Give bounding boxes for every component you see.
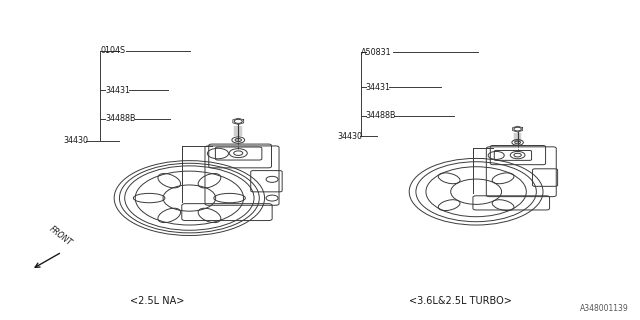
Text: <3.6L&2.5L TURBO>: <3.6L&2.5L TURBO> [409, 296, 511, 306]
Text: 34431: 34431 [105, 86, 131, 95]
Text: 0104S: 0104S [100, 46, 125, 55]
Text: FRONT: FRONT [47, 224, 74, 247]
Text: 34430: 34430 [63, 136, 88, 146]
Text: 34488B: 34488B [366, 111, 396, 120]
Text: A50831: A50831 [362, 48, 392, 57]
Text: 34488B: 34488B [105, 114, 136, 123]
Text: <2.5L NA>: <2.5L NA> [131, 296, 185, 306]
Text: 34430: 34430 [337, 132, 362, 141]
Text: 34431: 34431 [366, 83, 391, 92]
Text: A348001139: A348001139 [580, 304, 629, 313]
